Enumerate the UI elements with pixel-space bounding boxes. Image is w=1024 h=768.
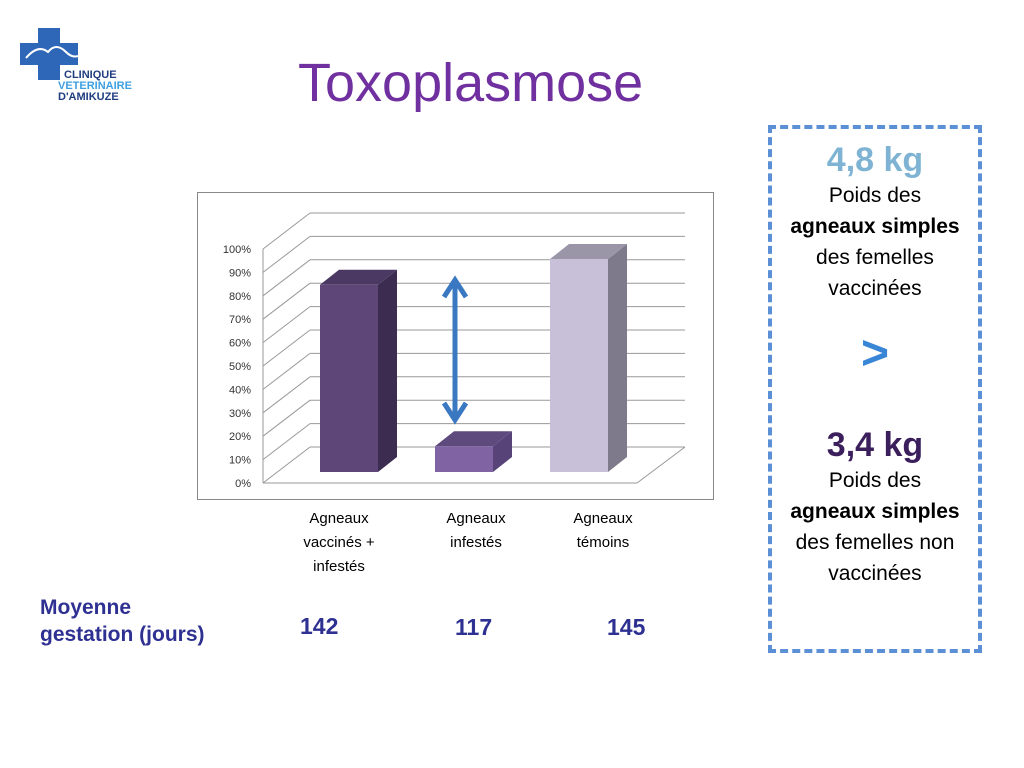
y-tick-label: 70% (229, 314, 251, 326)
bar-side (608, 244, 627, 472)
y-tick-label: 50% (229, 361, 251, 373)
text: Poids des (828, 469, 922, 492)
clinic-logo: CLINIQUE VETERINAIRE D'AMIKUZE (18, 28, 143, 108)
gridline-diagonal (262, 306, 311, 343)
gridline-diagonal (262, 212, 311, 250)
bar-top (435, 431, 512, 447)
y-tick-label: 40% (229, 384, 251, 396)
gridline-diagonal (262, 399, 311, 437)
floor-edge (263, 446, 686, 484)
weight-comparison-box: 4,8 kg Poids des agneaux simples des fem… (768, 125, 982, 653)
category-label-3: Agneaux témoins (573, 510, 633, 551)
svg-text:VETERINAIRE: VETERINAIRE (58, 80, 132, 92)
arrow-head-up-icon (441, 275, 469, 299)
gestation-value-2: 117 (455, 614, 493, 640)
gridline-diagonal (262, 259, 311, 297)
text: vaccinées (828, 562, 922, 585)
bar-side (493, 431, 512, 472)
gridline-diagonal (262, 376, 311, 414)
gridline-diagonal (262, 236, 311, 273)
bar-front (435, 446, 493, 472)
gridline-diagonal (262, 423, 311, 460)
bar-top (320, 269, 397, 285)
weight-non-vaccinated: 3,4 kg (826, 426, 924, 464)
chart-frame (197, 192, 714, 500)
gridline-diagonal (262, 353, 311, 390)
y-tick-label: 80% (229, 291, 251, 303)
y-tick-label: 10% (229, 455, 251, 467)
greater-than-sign: > (860, 327, 890, 380)
bar-front (550, 259, 608, 472)
text: des femelles (816, 246, 934, 269)
arrow-head-down-icon (441, 401, 469, 425)
category-label-2: Agneaux infestés (446, 510, 506, 551)
svg-text:CLINIQUE: CLINIQUE (64, 69, 117, 81)
text: des femelles non (795, 531, 955, 554)
y-tick-label: 100% (223, 244, 251, 256)
gestation-value-1: 142 (300, 613, 339, 639)
cross-icon: CLINIQUE VETERINAIRE D'AMIKUZE (20, 28, 132, 103)
weight-vaccinated: 4,8 kg (826, 141, 924, 179)
y-tick-label: 20% (229, 431, 251, 443)
gestation-value-3: 145 (607, 614, 646, 640)
svg-text:D'AMIKUZE: D'AMIKUZE (58, 91, 119, 103)
bar-top (550, 244, 627, 260)
y-tick-label: 30% (229, 408, 251, 420)
gestation-label: Moyenne gestation (jours) (40, 596, 205, 646)
gridline-diagonal (262, 329, 311, 367)
text: agneaux simples (790, 215, 960, 238)
y-tick-label: 90% (229, 267, 251, 279)
category-label-1: Agneaux vaccinés + infestés (303, 510, 375, 575)
y-tick-label: 0% (235, 478, 251, 490)
text: agneaux simples (790, 500, 960, 523)
bar-side (378, 269, 397, 472)
gridline-diagonal (262, 446, 311, 484)
text: vaccinées (828, 277, 922, 300)
gridline-diagonal (262, 282, 311, 320)
bar-front (320, 284, 378, 472)
y-tick-label: 60% (229, 338, 251, 350)
text: Poids des (828, 184, 922, 207)
